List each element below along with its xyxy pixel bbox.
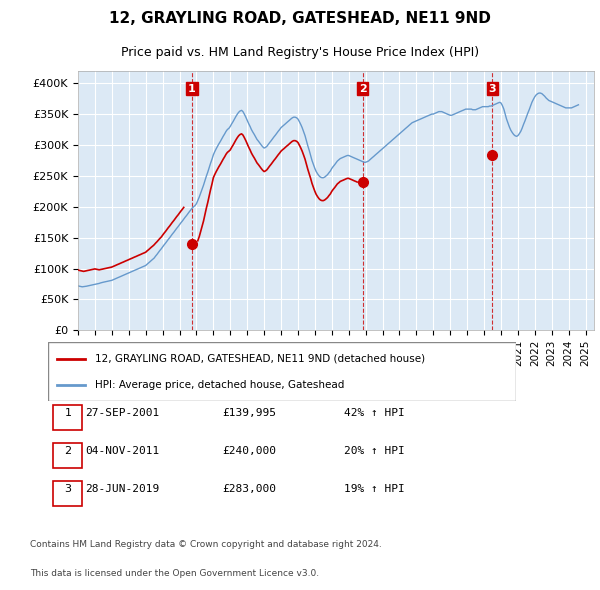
Text: £139,995: £139,995 <box>222 408 276 418</box>
Text: 3: 3 <box>65 484 71 494</box>
Text: HPI: Average price, detached house, Gateshead: HPI: Average price, detached house, Gate… <box>95 380 344 389</box>
Text: 04-NOV-2011: 04-NOV-2011 <box>85 446 159 456</box>
Text: 2: 2 <box>359 84 367 94</box>
Text: 12, GRAYLING ROAD, GATESHEAD, NE11 9ND: 12, GRAYLING ROAD, GATESHEAD, NE11 9ND <box>109 11 491 25</box>
Text: 27-SEP-2001: 27-SEP-2001 <box>85 408 159 418</box>
Text: £240,000: £240,000 <box>222 446 276 456</box>
Text: 20% ↑ HPI: 20% ↑ HPI <box>344 446 404 456</box>
Text: £283,000: £283,000 <box>222 484 276 494</box>
Text: 12, GRAYLING ROAD, GATESHEAD, NE11 9ND (detached house): 12, GRAYLING ROAD, GATESHEAD, NE11 9ND (… <box>95 354 425 363</box>
FancyBboxPatch shape <box>48 342 516 401</box>
Text: 3: 3 <box>488 84 496 94</box>
Text: This data is licensed under the Open Government Licence v3.0.: This data is licensed under the Open Gov… <box>30 569 319 578</box>
FancyBboxPatch shape <box>53 442 82 467</box>
Text: 1: 1 <box>188 84 196 94</box>
Text: 1: 1 <box>65 408 71 418</box>
Text: 28-JUN-2019: 28-JUN-2019 <box>85 484 159 494</box>
Text: 2: 2 <box>65 446 71 456</box>
Text: Contains HM Land Registry data © Crown copyright and database right 2024.: Contains HM Land Registry data © Crown c… <box>30 540 382 549</box>
FancyBboxPatch shape <box>53 405 82 430</box>
Text: 19% ↑ HPI: 19% ↑ HPI <box>344 484 404 494</box>
FancyBboxPatch shape <box>53 481 82 506</box>
Text: Price paid vs. HM Land Registry's House Price Index (HPI): Price paid vs. HM Land Registry's House … <box>121 46 479 59</box>
Text: 42% ↑ HPI: 42% ↑ HPI <box>344 408 404 418</box>
